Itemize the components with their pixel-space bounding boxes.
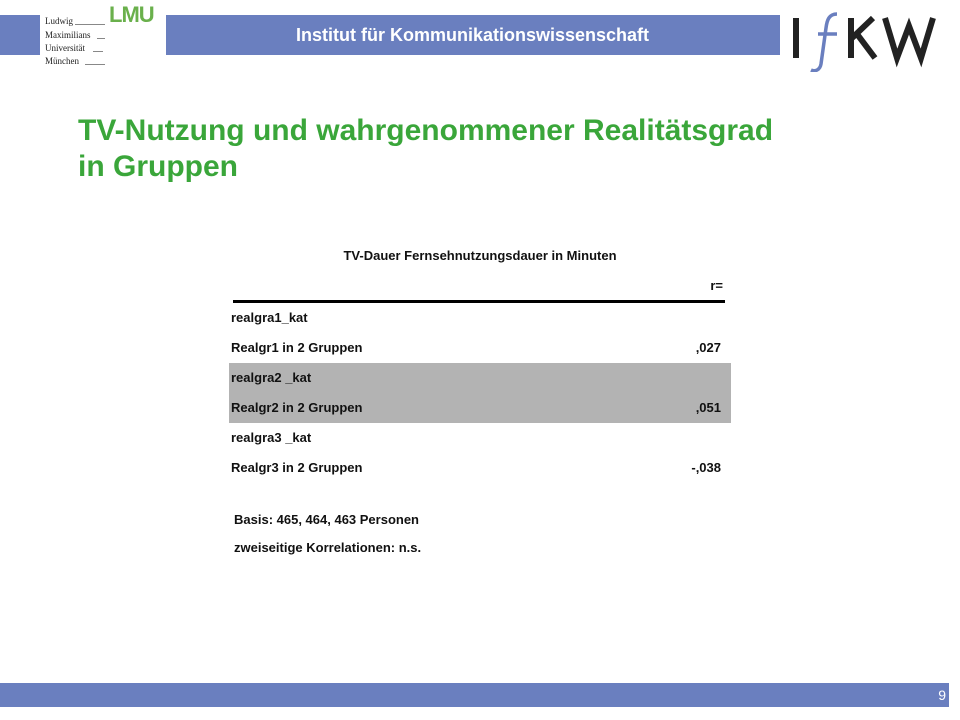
lmu-logo-mark: LMU bbox=[109, 2, 155, 27]
table-row: realgra3 _kat bbox=[229, 423, 731, 453]
ifkw-logo bbox=[793, 12, 936, 72]
lmu-logo-line-3: Universität bbox=[45, 43, 85, 53]
lmu-logo-line-1: Ludwig bbox=[45, 16, 73, 26]
slide-title: TV-Nutzung und wahrgenommener Realitätsg… bbox=[78, 113, 898, 185]
header-bar bbox=[166, 15, 780, 55]
basis-note: Basis: 465, 464, 463 Personen bbox=[234, 512, 420, 527]
table-column-label: r= bbox=[710, 278, 723, 293]
row-label: Realgr1 in 2 Gruppen bbox=[231, 340, 363, 355]
slide-title-line-1: TV-Nutzung und wahrgenommener Realitätsg… bbox=[78, 114, 774, 147]
lmu-logo-line-2: Maximilians bbox=[45, 30, 91, 40]
row-label: Realgr3 in 2 Gruppen bbox=[231, 460, 363, 475]
footer-bar bbox=[0, 683, 949, 707]
row-label: realgra3 _kat bbox=[231, 430, 312, 445]
slide-title-line-2: in Gruppen bbox=[78, 150, 238, 183]
table-row: realgra2 _kat bbox=[229, 363, 731, 393]
table-row: Realgr3 in 2 Gruppen -,038 bbox=[229, 453, 731, 483]
table-row: Realgr1 in 2 Gruppen ,027 bbox=[229, 333, 731, 363]
table-header-rule bbox=[233, 300, 725, 303]
lmu-logo-line-4: München bbox=[45, 56, 79, 66]
correlation-table: TV-Dauer Fernsehnutzungsdauer in Minuten… bbox=[229, 240, 731, 483]
row-value: -,038 bbox=[691, 460, 721, 475]
row-value: ,027 bbox=[695, 340, 721, 355]
row-label: Realgr2 in 2 Gruppen bbox=[231, 400, 363, 415]
lmu-logo: Ludwig Maximilians Universität München L… bbox=[45, 2, 160, 66]
table-notes: Basis: 465, 464, 463 Personen zweiseitig… bbox=[234, 506, 421, 562]
table-heading: TV-Dauer Fernsehnutzungsdauer in Minuten bbox=[343, 248, 617, 263]
header-left-block bbox=[0, 15, 40, 55]
page-number: 9 bbox=[938, 687, 946, 703]
row-value: ,051 bbox=[695, 400, 721, 415]
institute-name: Institut für Kommunikationswissenschaft bbox=[295, 25, 650, 45]
table-row: realgra1_kat bbox=[229, 303, 731, 333]
significance-note: zweiseitige Korrelationen: n.s. bbox=[234, 540, 422, 555]
table-row: Realgr2 in 2 Gruppen ,051 bbox=[229, 393, 731, 423]
row-label: realgra2 _kat bbox=[231, 370, 312, 385]
row-label: realgra1_kat bbox=[231, 310, 308, 325]
